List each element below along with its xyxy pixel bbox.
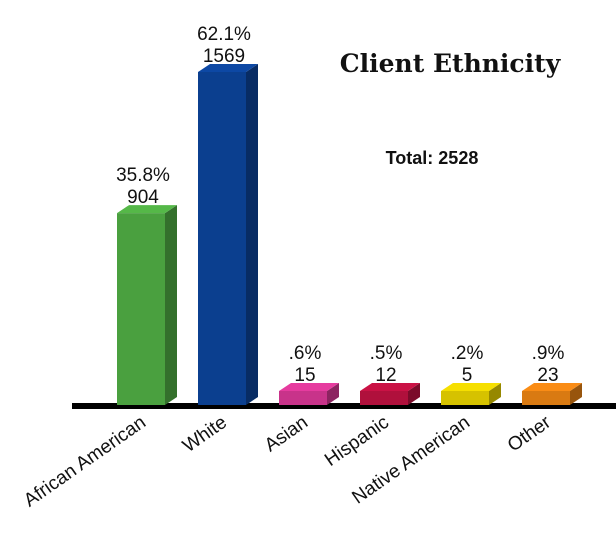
value-label: 23	[537, 365, 558, 386]
bar-top	[522, 383, 582, 391]
bar-top	[198, 64, 258, 72]
x-tick-label: Asian	[261, 412, 312, 456]
bar-top	[360, 383, 420, 391]
x-tick-label: Hispanic	[321, 412, 393, 471]
chart-title: Client Ethnicity	[340, 49, 562, 78]
bar-side	[246, 64, 258, 405]
bar	[117, 213, 165, 405]
bar-side	[489, 383, 501, 405]
chart-subtitle: Total: 2528	[386, 148, 479, 168]
x-tick-label: African American	[20, 412, 150, 512]
bar	[360, 391, 408, 405]
bar	[522, 391, 570, 405]
value-label: 15	[294, 365, 315, 386]
value-label: 5	[462, 365, 473, 386]
percent-label: .9%	[532, 343, 565, 364]
bar-side	[570, 383, 582, 405]
bar-side	[327, 383, 339, 405]
bar-top	[117, 205, 177, 214]
bar	[279, 391, 327, 405]
percent-label: .6%	[289, 343, 322, 364]
value-label: 1569	[203, 46, 245, 67]
percent-label: .5%	[370, 343, 403, 364]
value-label: 12	[375, 365, 396, 386]
bar	[198, 72, 246, 405]
x-tick-label: Other	[504, 412, 556, 457]
percent-label: .2%	[451, 343, 484, 364]
bar-side	[408, 383, 420, 405]
bar	[441, 391, 489, 405]
percent-label: 35.8%	[116, 165, 170, 186]
bar-side	[165, 205, 177, 405]
bar-top	[279, 383, 339, 391]
bar-top	[441, 383, 501, 391]
x-tick-label: White	[179, 412, 231, 457]
percent-label: 62.1%	[197, 24, 251, 45]
value-label: 904	[127, 187, 159, 208]
